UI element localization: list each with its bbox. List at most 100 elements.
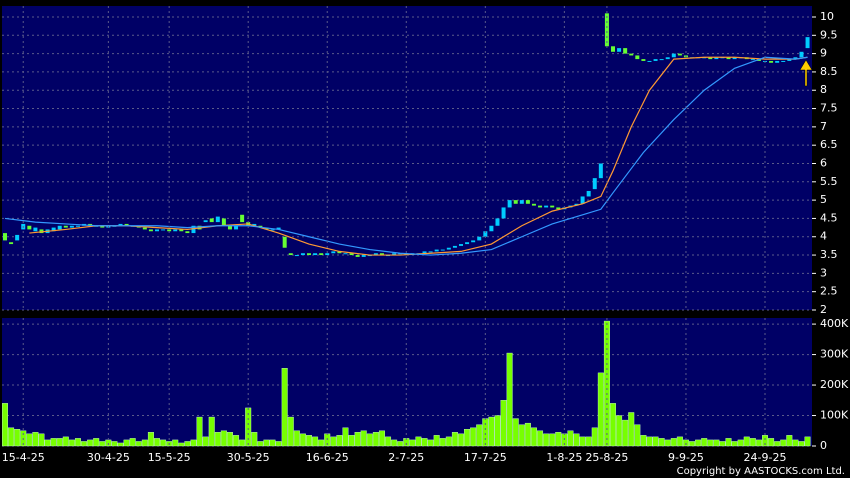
volume-bar [397,441,404,447]
candle [276,227,281,230]
volume-bar [707,439,714,447]
volume-bar [226,432,233,447]
volume-bar [585,436,592,447]
candle [653,59,658,61]
candle [203,220,208,223]
candle [483,231,488,237]
volume-bar [184,441,191,447]
candle [531,203,536,206]
candle [659,59,664,61]
volume-bar [518,424,525,447]
candle [732,57,737,60]
candle [294,255,299,257]
candle [428,251,433,253]
volume-bar [749,438,756,447]
volume-bar [306,435,313,447]
candle [611,46,615,52]
volume-bar [445,436,452,447]
candle [161,229,166,231]
volume-bar [281,368,288,447]
volume-bar [780,439,787,447]
candle [452,245,457,248]
y-tick-label: 6 [820,156,827,169]
volume-bar [451,432,458,447]
x-tick-label: 17-7-25 [464,451,507,464]
x-tick-label: 25-8-25 [585,451,628,464]
candle [63,225,68,228]
y-tick-label: 2.5 [820,285,838,298]
y-tick-label: 9 [820,47,827,60]
volume-bar [774,441,781,447]
volume-bar [573,433,580,447]
plot-layer: 2 2.5 3 3.5 4 4.5 5 5.5 6 6.5 7 7.5 8 8.5 9 9.5 10 0 100K 2… [2,6,849,464]
volume-bar [543,433,550,447]
candle [227,225,232,230]
candle [3,233,7,241]
candle [799,51,804,58]
volume-bar [701,438,708,447]
candle [507,200,512,208]
volume-bar [658,438,665,447]
volume-bar [591,427,598,447]
moving-average-line [4,56,808,256]
y-tick-label: 4 [820,230,827,243]
candle [392,253,397,256]
volume-bar [804,436,811,447]
candle [459,244,463,246]
volume-bar [233,435,240,447]
volume-bar [239,439,246,447]
volume-bar [208,416,215,447]
candle [501,207,506,219]
candle [319,253,324,256]
candle [544,205,549,208]
y-tick-label: 300K [820,348,849,361]
volume-bar [354,432,361,447]
candle [446,247,451,250]
volume-bar [330,436,337,447]
volume-bar [640,435,647,447]
x-tick-label: 30-4-25 [87,451,130,464]
volume-bar [470,427,477,447]
y-tick-label: 7.5 [820,102,838,115]
x-tick-label: 15-4-25 [2,451,45,464]
volume-bar [458,433,465,447]
candle [240,214,245,223]
volume-bar [62,436,69,447]
volume-bar [737,439,744,447]
candle [325,253,330,256]
candle [598,163,603,179]
volume-bar [190,439,197,447]
volume-bar [530,427,537,447]
volume-bar [391,439,398,447]
candle [282,236,287,248]
volume-bar [74,438,81,447]
volume-bar [81,441,88,447]
y-tick-label: 9.5 [820,28,838,41]
volume-bar [628,412,635,447]
volume-bar [99,441,106,447]
y-tick-label: 3.5 [820,248,838,261]
candle [635,55,640,60]
volume-bar [622,419,629,447]
volume-bar [676,436,683,447]
volume-bar [549,433,556,447]
candle [179,229,184,232]
y-tick-label: 200K [820,378,849,391]
candle [805,37,810,49]
candle [167,229,172,232]
candle [331,251,336,254]
candle [787,59,792,61]
volume-bar [269,439,276,447]
arrow-marker [799,59,813,87]
candle [173,229,178,232]
volume-bar [202,436,209,447]
volume-panel [2,318,812,446]
candle [349,253,354,256]
volume-bar [634,424,641,447]
candle [586,190,591,197]
candle [465,242,470,245]
volume-bar [251,432,258,447]
candle [155,229,159,232]
x-tick-label: 9-9-25 [668,451,704,464]
